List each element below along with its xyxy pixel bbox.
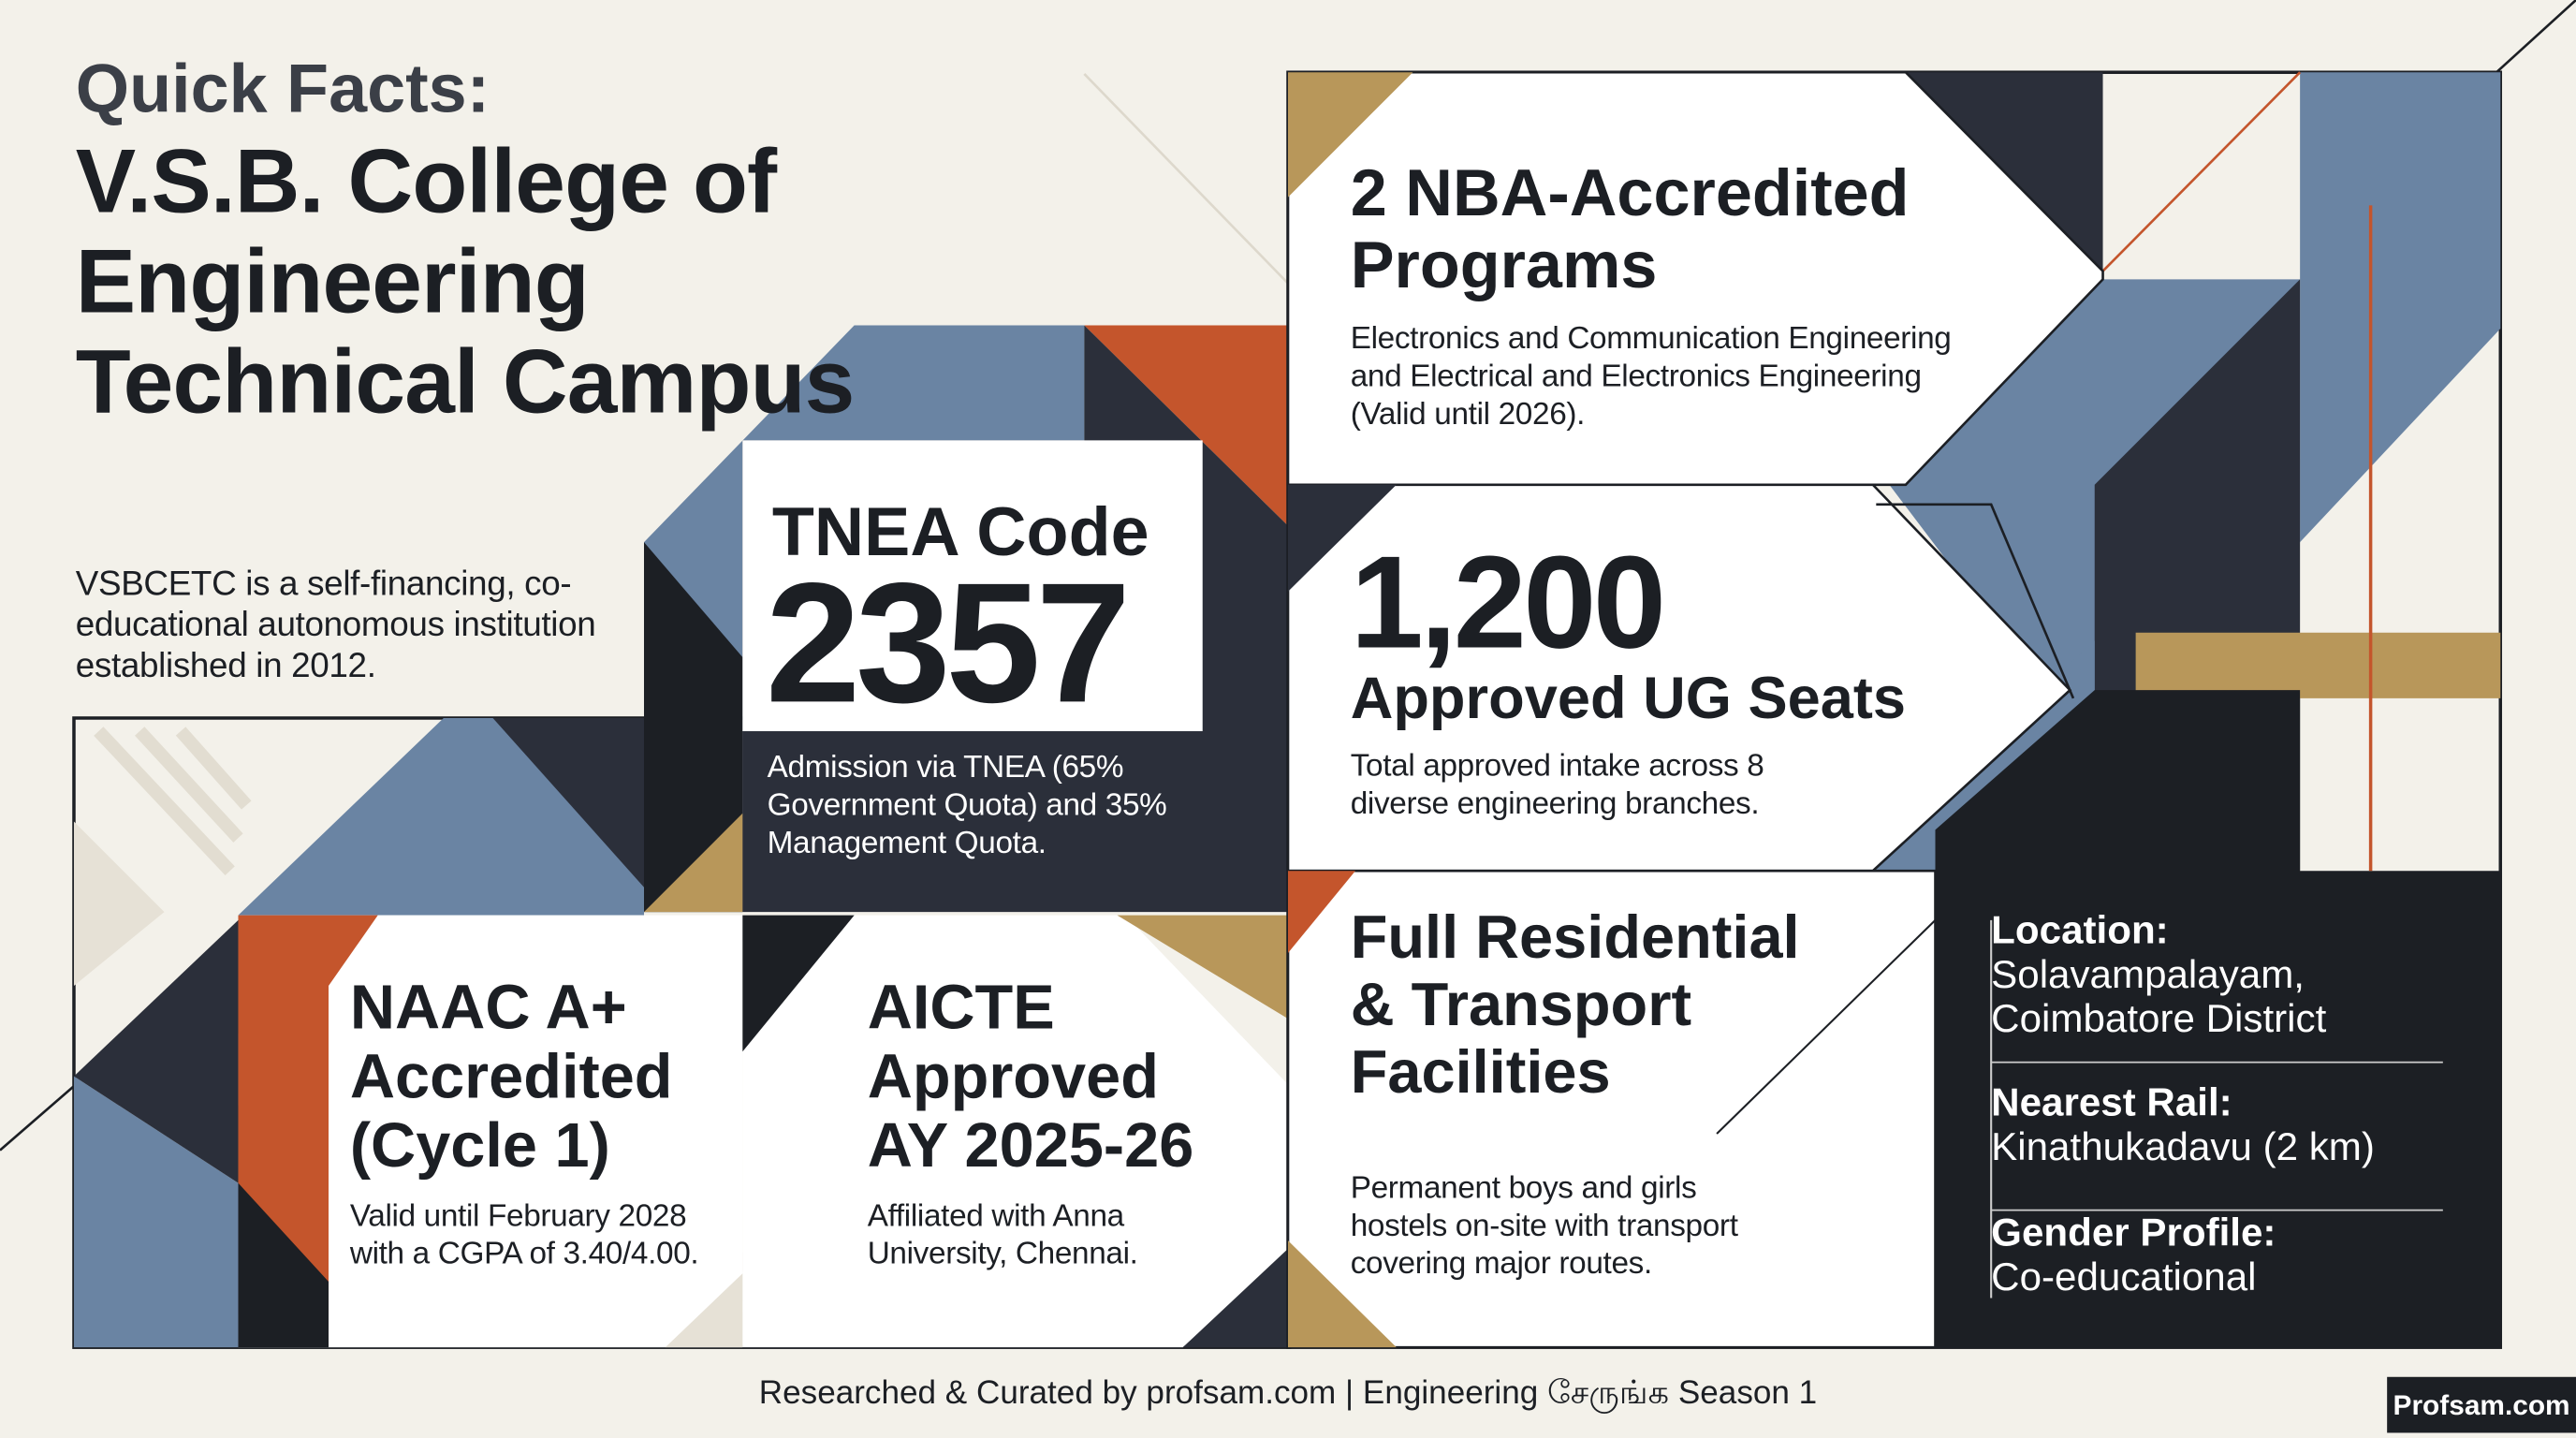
kicker: Quick Facts: bbox=[75, 49, 490, 127]
detail-separator bbox=[1991, 1061, 2443, 1064]
detail-value: Co-educational bbox=[1991, 1255, 2257, 1300]
seats-number: 1,200 bbox=[1350, 529, 1666, 676]
aicte-text: Affiliated with Anna University, Chennai… bbox=[867, 1199, 1138, 1272]
seats-label: Approved UG Seats bbox=[1350, 664, 1907, 732]
footer-credit: Researched & Curated by profsam.com | En… bbox=[758, 1375, 1818, 1412]
detail-value: Solavampalayam, Coimbatore District bbox=[1991, 952, 2327, 1042]
detail-label: Nearest Rail: bbox=[1991, 1080, 2232, 1126]
detail-label: Gender Profile: bbox=[1991, 1211, 2276, 1255]
intro-text: VSBCETC is a self-financing, co-educatio… bbox=[75, 565, 596, 685]
seats-text: Total approved intake across 8 diverse e… bbox=[1350, 749, 1764, 822]
aicte-title: AICTE Approved AY 2025-26 bbox=[867, 974, 1194, 1181]
nba-text: Electronics and Communication Engineerin… bbox=[1350, 321, 1952, 433]
facilities-title: Full Residential & Transport Facilities bbox=[1350, 903, 1800, 1107]
logo: Profsam.com bbox=[2393, 1389, 2570, 1422]
detail-item: Gender Profile: Co-educational bbox=[1991, 1211, 2451, 1300]
naac-text: Valid until February 2028 with a CGPA of… bbox=[349, 1199, 699, 1272]
detail-label: Location: bbox=[1991, 908, 2169, 953]
detail-value: Kinathukadavu (2 km) bbox=[1991, 1125, 2375, 1170]
tnea-text: Admission via TNEA (65% Government Quota… bbox=[767, 751, 1167, 861]
facilities-text: Permanent boys and girls hostels on-site… bbox=[1350, 1171, 1738, 1282]
naac-title: NAAC A+ Accredited (Cycle 1) bbox=[349, 974, 673, 1181]
tnea-label: TNEA Code bbox=[771, 492, 1149, 571]
main-title: V.S.B. College of Engineering Technical … bbox=[75, 129, 856, 433]
detail-separator bbox=[1991, 1209, 2443, 1211]
tnea-code: 2357 bbox=[765, 549, 1131, 740]
detail-item: Location: Solavampalayam, Coimbatore Dist… bbox=[1991, 909, 2451, 1042]
detail-item: Nearest Rail: Kinathukadavu (2 km) bbox=[1991, 1081, 2451, 1170]
nba-title: 2 NBA-Accredited Programs bbox=[1350, 157, 1910, 302]
